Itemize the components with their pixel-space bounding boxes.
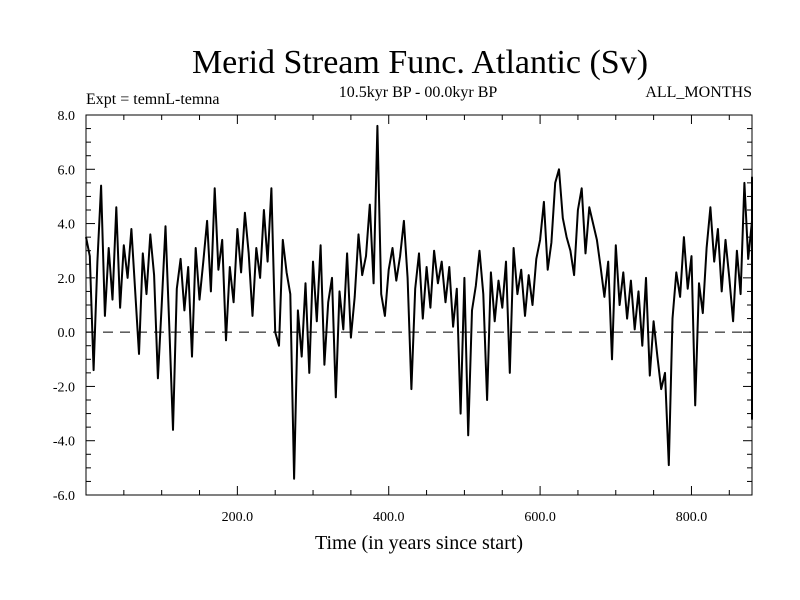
y-tick-label: 2.0 [58, 272, 76, 287]
experiment-label: Expt = temnL-temna [86, 91, 219, 108]
x-tick-label: 200.0 [222, 510, 254, 525]
x-tick-label: 400.0 [373, 510, 405, 525]
x-tick-label: 800.0 [676, 510, 708, 525]
y-tick-label: 6.0 [58, 163, 76, 178]
y-tick-label: 4.0 [58, 218, 76, 233]
period-label: 10.5kyr BP - 00.0kyr BP [339, 84, 498, 101]
y-tick-label: -4.0 [53, 435, 75, 450]
x-axis-label: Time (in years since start) [315, 532, 523, 554]
y-axis: -6.0 -4.0 -2.0 0.0 2.0 4.0 6.0 8.0 [53, 109, 752, 504]
y-tick-label: 8.0 [58, 109, 76, 124]
y-tick-label: -6.0 [53, 489, 75, 504]
series-line [85, 124, 753, 480]
x-axis: 200.0 400.0 600.0 800.0 [123, 115, 730, 525]
y-tick-label: 0.0 [58, 326, 76, 341]
plot-frame [85, 114, 753, 496]
y-tick-label: -2.0 [53, 380, 75, 395]
chart-title: Merid Stream Func. Atlantic (Sv) [192, 44, 648, 81]
x-tick-label: 600.0 [524, 510, 556, 525]
months-label: ALL_MONTHS [645, 84, 752, 101]
